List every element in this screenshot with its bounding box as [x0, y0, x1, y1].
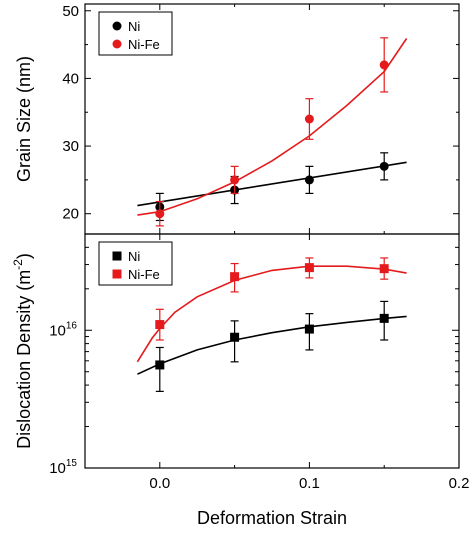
bottom-legend-ni-label: Ni: [128, 249, 140, 264]
bottom-legend-nife-label: Ni-Fe: [128, 267, 160, 282]
bottom-legend-nife-marker: [112, 269, 122, 279]
x-tick-label: 0.0: [149, 475, 170, 492]
top-legend-nife-marker: [112, 39, 122, 49]
top-y-tick-label: 30: [62, 138, 79, 155]
bottom-y-tick-base: 10: [49, 460, 66, 477]
top-data-point-ni: [379, 161, 389, 171]
top-y-tick-label: 40: [62, 70, 79, 87]
bottom-legend-box: [98, 241, 173, 286]
bottom-data-point-ni-fe: [230, 272, 240, 282]
top-y-tick-label: 20: [62, 206, 79, 223]
top-y-ticks: 20 30 40 50: [62, 3, 459, 223]
bottom-y-tick-label: 1015: [49, 458, 77, 477]
top-data-point-ni-fe: [155, 209, 165, 219]
bottom-y-axis-title-close: ): [14, 253, 34, 259]
x-axis-title: Deformation Strain: [197, 508, 347, 528]
top-fit-line-ni: [137, 161, 407, 207]
bottom-data-point-ni: [379, 313, 389, 323]
top-legend-ni-label: Ni: [128, 19, 140, 34]
bottom-y-axis-title-main: Dislocation Density (m: [14, 270, 34, 449]
bottom-fit-line-ni: [137, 315, 407, 375]
bottom-y-axis-title-sup: -2: [11, 259, 25, 270]
bottom-y-axis-title: Dislocation Density (m-2): [11, 253, 34, 449]
top-y-tick-label: 50: [62, 3, 79, 20]
bottom-y-tick-base: 10: [49, 322, 66, 339]
bottom-fit-line-ni-fe: [136, 265, 407, 363]
top-data-point-ni: [304, 175, 314, 185]
bottom-plot-frame: [84, 233, 460, 469]
bottom-series-layer: [136, 257, 407, 392]
top-legend-box: [98, 11, 173, 56]
bottom-data-point-ni-fe: [379, 264, 389, 274]
top-legend-ni-marker: [112, 21, 122, 31]
top-data-point-ni-fe: [379, 60, 389, 70]
bottom-y-tick-exp: 15: [66, 458, 78, 469]
bottom-data-point-ni-fe: [155, 320, 165, 330]
bottom-data-point-ni: [304, 324, 314, 334]
bottom-legend: Ni Ni-Fe: [98, 241, 173, 286]
bottom-y-tick-label: 1016: [49, 320, 77, 339]
top-data-point-ni-fe: [304, 114, 314, 124]
top-fit-line-ni-fe: [137, 38, 408, 216]
bottom-y-tick-exp: 16: [66, 320, 78, 331]
top-panel: 20 30 40 50 Ni Ni-Fe Grain Size (nm): [14, 3, 460, 235]
x-tick-label: 0.1: [299, 475, 320, 492]
top-legend-nife-label: Ni-Fe: [128, 37, 160, 52]
top-series-layer: [137, 37, 408, 227]
x-tick-label: 0.2: [449, 475, 470, 492]
top-data-point-ni-fe: [230, 175, 240, 185]
bottom-legend-ni-marker: [112, 251, 122, 261]
bottom-data-point-ni: [230, 332, 240, 342]
bottom-data-point-ni: [155, 360, 165, 370]
top-y-axis-title: Grain Size (nm): [14, 56, 34, 182]
bottom-data-point-ni-fe: [304, 263, 314, 273]
top-legend: Ni Ni-Fe: [98, 11, 173, 56]
bottom-x-ticks: 0.0 0.1 0.2: [84, 234, 470, 492]
